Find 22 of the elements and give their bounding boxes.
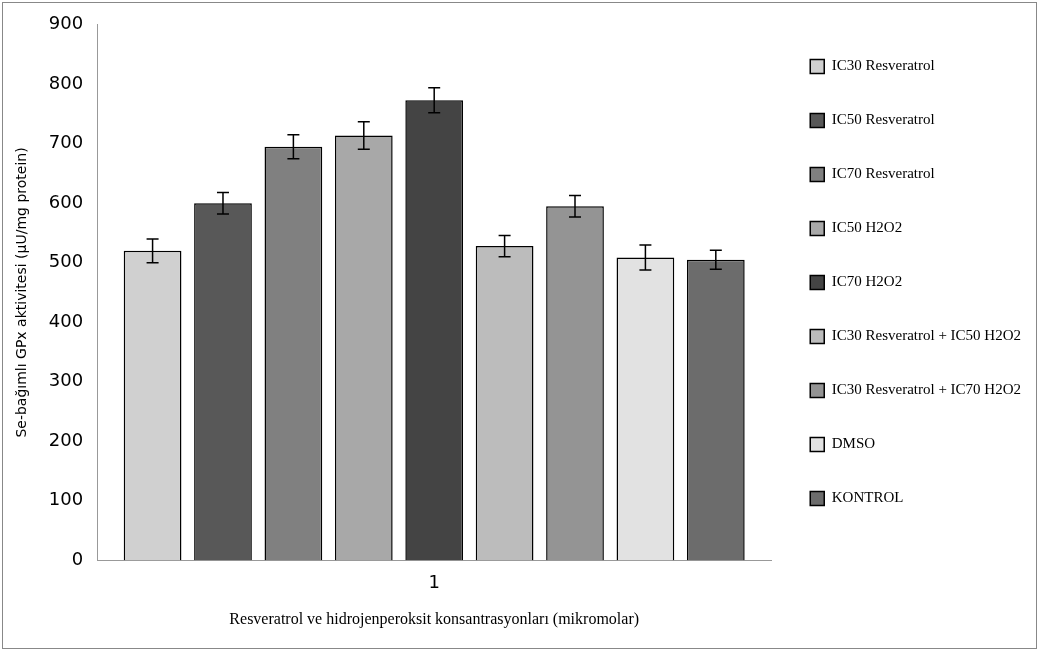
y-tick-label: 200 bbox=[48, 428, 84, 450]
y-tick-label: 600 bbox=[48, 190, 84, 212]
legend-label: IC30 Resveratrol + IC70 H2O2 bbox=[831, 381, 1021, 398]
y-tick-label: 800 bbox=[48, 71, 84, 93]
y-tick-label: 700 bbox=[48, 131, 84, 153]
y-tick-label: 100 bbox=[48, 488, 84, 510]
legend-label: IC70 H2O2 bbox=[831, 273, 903, 290]
legend-label: KONTROL bbox=[831, 489, 904, 506]
x-tick-label: 1 bbox=[428, 570, 440, 592]
legend-label: IC30 Resveratrol bbox=[831, 57, 935, 74]
y-tick-label: 0 bbox=[71, 547, 84, 569]
y-tick-label: 300 bbox=[48, 369, 84, 391]
legend-label: IC50 H2O2 bbox=[831, 219, 903, 236]
legend-label: IC30 Resveratrol + IC50 H2O2 bbox=[831, 327, 1021, 344]
y-tick-label: 500 bbox=[48, 250, 84, 272]
y-axis-title: Se-bağımlı GPx aktivitesi (µU/mg protein) bbox=[13, 147, 30, 438]
x-axis-title: Resveratrol ve hidrojenperoksit konsantrasyonları (mikromolar) bbox=[229, 609, 640, 628]
legend-label: IC50 Resveratrol bbox=[831, 111, 935, 128]
y-tick-label: 400 bbox=[48, 309, 84, 331]
y-tick-label: 900 bbox=[48, 12, 84, 34]
legend-label: DMSO bbox=[831, 435, 876, 452]
legend-label: IC70 Resveratrol bbox=[831, 165, 935, 182]
